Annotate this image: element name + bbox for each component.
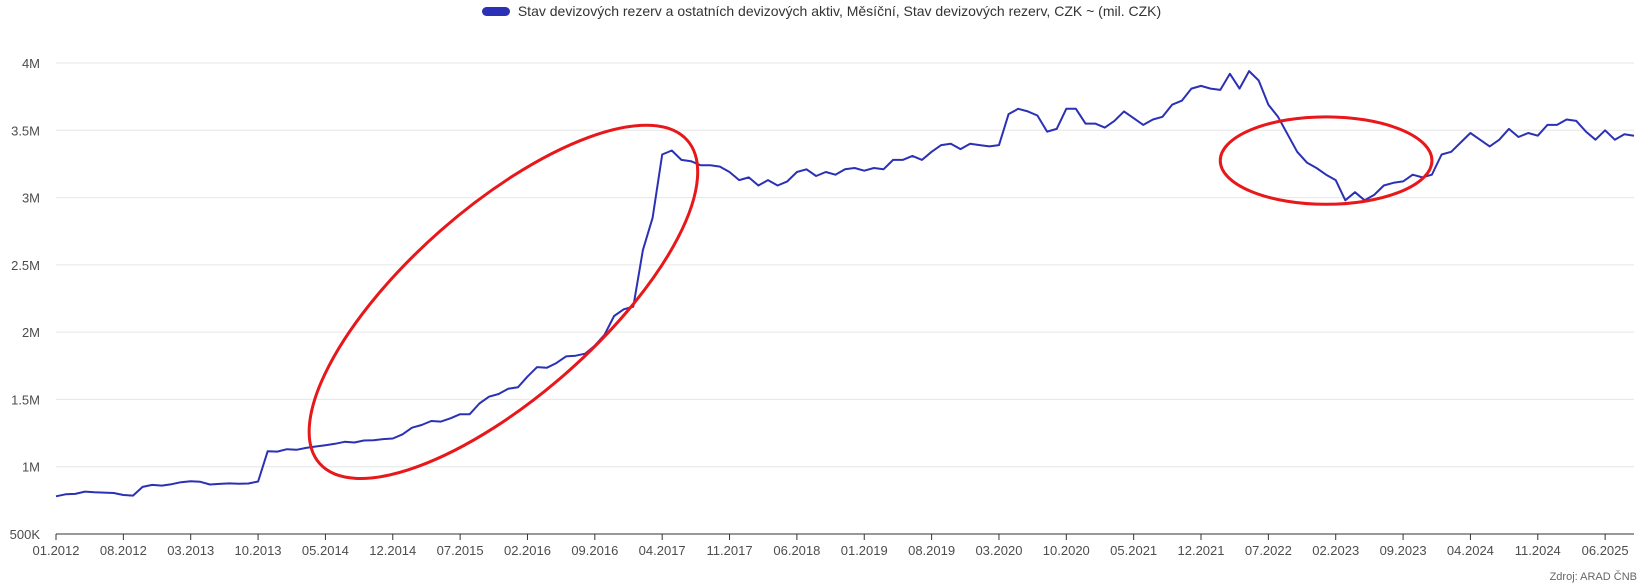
x-tick-label: 06.2018 [773, 543, 820, 558]
x-tick-label: 06.2025 [1582, 543, 1629, 558]
x-tick-label: 03.2013 [167, 543, 214, 558]
chart-legend[interactable]: Stav devizových rezerv a ostatních deviz… [0, 0, 1643, 22]
y-tick-label: 500K [10, 527, 41, 542]
x-tick-label: 07.2022 [1245, 543, 1292, 558]
x-tick-label: 08.2019 [908, 543, 955, 558]
x-tick-label: 09.2023 [1380, 543, 1427, 558]
x-tick-label: 11.2017 [707, 543, 753, 558]
y-tick-label: 2.5M [11, 258, 40, 273]
source-note: Zdroj: ARAD ČNB [1549, 571, 1637, 583]
line-layer [55, 70, 1635, 498]
y-tick-label: 1M [22, 460, 40, 475]
legend-label: Stav devizových rezerv a ostatních deviz… [517, 3, 1162, 19]
annotation-ellipse [307, 123, 700, 480]
x-tick-label: 08.2012 [100, 543, 147, 558]
x-tick-label: 02.2016 [504, 543, 551, 558]
x-tick-label: 03.2020 [975, 543, 1022, 558]
y-tick-label: 3.5M [11, 123, 40, 138]
axis-layer: 500K 1M 1.5M 2M 2.5M 3M 3.5M 4M 01.2012 08.2012 03… [10, 56, 1634, 558]
x-tick-label: 12.2014 [369, 543, 416, 558]
x-tick-label: 07.2015 [437, 543, 484, 558]
annotation-ellipse [1218, 115, 1434, 206]
series-line[interactable] [55, 70, 1635, 498]
y-tick-label: 3M [22, 191, 40, 206]
x-tick-label: 10.2020 [1043, 543, 1090, 558]
x-tick-label: 11.2024 [1515, 543, 1561, 558]
annotation-layer [307, 115, 1434, 480]
x-tick-label: 09.2016 [571, 543, 618, 558]
x-tick-label: 02.2023 [1312, 543, 1359, 558]
x-tick-label: 05.2014 [302, 543, 349, 558]
x-tick-label: 04.2017 [639, 543, 686, 558]
grid-layer [56, 62, 1634, 468]
x-tick-label: 12.2021 [1178, 543, 1225, 558]
x-tick-label: 01.2012 [33, 543, 80, 558]
x-tick-label: 04.2024 [1447, 543, 1494, 558]
y-tick-label: 1.5M [11, 392, 40, 407]
x-tick-label: 10.2013 [235, 543, 282, 558]
x-tick-label: 05.2021 [1110, 543, 1157, 558]
y-tick-label: 2M [22, 325, 40, 340]
x-tick-label: 01.2019 [841, 543, 888, 558]
y-tick-label: 4M [22, 56, 40, 71]
legend-swatch [481, 6, 510, 16]
